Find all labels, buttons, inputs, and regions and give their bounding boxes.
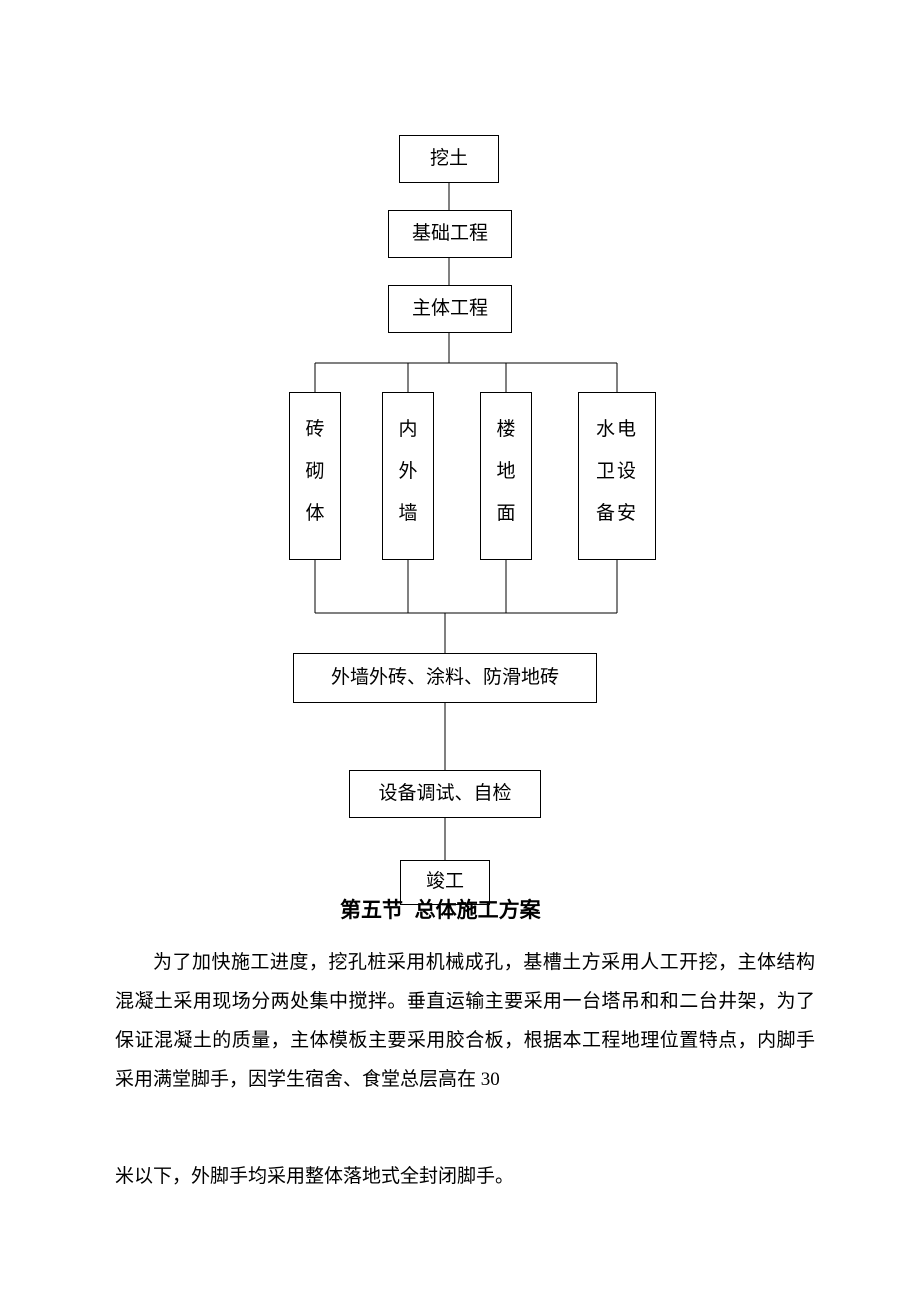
node-label: 基础工程 (412, 219, 488, 249)
paragraph: 米以下，外脚手均采用整体落地式全封闭脚手。 (115, 1158, 815, 1197)
section-title-text: 总体施工方案 (415, 899, 541, 922)
flowchart: 挖土 基础工程 主体工程 砖 砌 体 内 外 墙 楼 地 面 水电 卫设 备安 … (0, 0, 920, 920)
char: 地 (481, 451, 531, 493)
body-paragraph-1: 为了加快施工进度，挖孔桩采用机械成孔，基槽土方采用人工开挖，主体结构混凝土采用现… (115, 944, 815, 1100)
row: 卫设 (579, 451, 655, 493)
node-foundation: 基础工程 (388, 210, 512, 258)
char: 体 (290, 493, 340, 535)
char: 墙 (383, 493, 433, 535)
node-brickwork: 砖 砌 体 (289, 392, 341, 560)
node-label: 设备调试、自检 (378, 779, 511, 809)
row: 备安 (579, 493, 655, 535)
node-flooring: 楼 地 面 (480, 392, 532, 560)
node-main-structure: 主体工程 (388, 285, 512, 333)
char: 砖 (290, 409, 340, 451)
paragraph: 为了加快施工进度，挖孔桩采用机械成孔，基槽土方采用人工开挖，主体结构混凝土采用现… (115, 944, 815, 1100)
node-commissioning: 设备调试、自检 (349, 770, 541, 818)
node-label: 主体工程 (412, 294, 488, 324)
node-mep-install: 水电 卫设 备安 (578, 392, 656, 560)
char: 外 (383, 451, 433, 493)
node-walls: 内 外 墙 (382, 392, 434, 560)
row: 水电 (579, 409, 655, 451)
char: 砌 (290, 451, 340, 493)
section-number: 第五节 (340, 899, 403, 922)
node-excavation: 挖土 (399, 135, 499, 183)
char: 内 (383, 409, 433, 451)
node-label: 挖土 (430, 144, 468, 174)
section-heading: 第五节 总体施工方案 (340, 894, 541, 924)
node-exterior-finish: 外墙外砖、涂料、防滑地砖 (293, 653, 597, 703)
char: 面 (481, 493, 531, 535)
body-paragraph-2: 米以下，外脚手均采用整体落地式全封闭脚手。 (115, 1158, 815, 1197)
char: 楼 (481, 409, 531, 451)
node-label: 外墙外砖、涂料、防滑地砖 (331, 663, 559, 693)
